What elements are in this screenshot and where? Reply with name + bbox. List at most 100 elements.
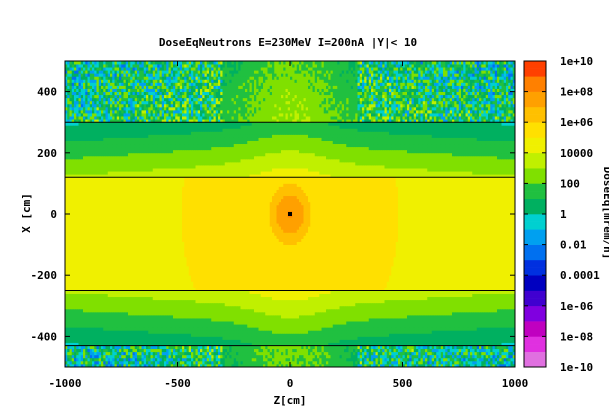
heatmap-cell (326, 345, 329, 350)
heatmap-cell (274, 357, 277, 362)
heatmap-cell (346, 363, 349, 368)
heatmap-cell (170, 360, 174, 365)
heatmap-cell (130, 354, 133, 359)
heatmap-cell (350, 345, 354, 350)
heatmap-cell (76, 354, 79, 359)
heatmap-cell (452, 363, 455, 368)
heatmap-cell (76, 336, 79, 340)
heatmap-cell (195, 351, 199, 356)
heatmap-cell (265, 354, 268, 359)
heatmap-cell (355, 339, 358, 343)
heatmap-cell (398, 351, 401, 356)
heatmap-cell (202, 330, 205, 334)
heatmap-cell (335, 348, 338, 353)
heatmap-cell (427, 357, 430, 362)
heatmap-cell (456, 360, 460, 365)
heatmap-cell (362, 360, 365, 365)
heatmap-cell (418, 339, 421, 343)
heatmap-cell (445, 360, 448, 365)
heatmap-cell (258, 345, 262, 350)
heatmap-cell (290, 360, 293, 365)
heatmap-cell (348, 348, 352, 353)
heatmap-cell (116, 330, 120, 334)
heatmap-cell (328, 339, 331, 343)
heatmap-cell (384, 336, 388, 340)
heatmap-cell (177, 348, 181, 353)
heatmap-cell (121, 351, 124, 356)
heatmap-cell (366, 342, 370, 346)
heatmap-cell (74, 363, 77, 368)
heatmap-cell (497, 345, 500, 350)
heatmap-cell (94, 363, 97, 368)
heatmap-cell (425, 354, 428, 359)
heatmap-cell (375, 360, 379, 365)
heatmap-cell (377, 339, 381, 343)
heatmap-cell (308, 351, 311, 356)
heatmap-cell (330, 342, 334, 346)
heatmap-cell (319, 333, 322, 337)
heatmap-cell (503, 345, 507, 350)
heatmap-cell (449, 348, 453, 353)
heatmap-cell (312, 348, 316, 353)
heatmap-cell (123, 333, 127, 337)
heatmap-cell (101, 348, 104, 353)
heatmap-cell (209, 345, 212, 350)
heatmap-cell (161, 363, 165, 368)
heatmap-cell (321, 333, 325, 337)
heatmap-cell (506, 336, 509, 340)
heatmap-cell (96, 345, 100, 350)
heatmap-cell (380, 348, 383, 353)
heatmap-cell (242, 351, 246, 356)
heatmap-cell (209, 360, 212, 365)
heatmap-cell (74, 351, 77, 356)
heatmap-cell (233, 360, 237, 365)
heatmap-cell (148, 330, 151, 334)
heatmap-cell (422, 345, 426, 350)
heatmap-cell (344, 354, 347, 359)
heatmap-cell (497, 336, 500, 340)
heatmap-cell (357, 342, 361, 346)
heatmap-cell (249, 351, 253, 356)
heatmap-cell (346, 339, 349, 343)
heatmap-cell (155, 330, 158, 334)
heatmap-cell (366, 339, 370, 343)
heatmap-cell (85, 354, 88, 359)
heatmap-cell (285, 345, 289, 350)
heatmap-cell (269, 360, 273, 365)
heatmap-cell (375, 333, 379, 337)
heatmap-cell (472, 333, 475, 337)
heatmap-cell (175, 342, 178, 346)
heatmap-cell (148, 354, 151, 359)
heatmap-cell (150, 357, 154, 362)
heatmap-cell (114, 363, 118, 368)
heatmap-cell (512, 351, 516, 356)
heatmap-cell (227, 360, 230, 365)
heatmap-cell (355, 351, 358, 356)
heatmap-cell (434, 354, 437, 359)
heatmap-cell (240, 339, 244, 343)
heatmap-cell (269, 348, 273, 353)
heatmap-cell (260, 360, 264, 365)
heatmap-cell (474, 354, 478, 359)
heatmap-cell (202, 342, 205, 346)
heatmap-cell (85, 339, 88, 343)
heatmap-cell (303, 336, 307, 340)
heatmap-cell (101, 333, 104, 337)
heatmap-cell (508, 360, 511, 365)
heatmap-cell (107, 348, 111, 353)
heatmap-cell (76, 363, 79, 368)
heatmap-cell (337, 357, 340, 362)
heatmap-cell (103, 342, 106, 346)
heatmap-cell (499, 339, 502, 343)
heatmap-cell (258, 354, 262, 359)
heatmap-cell (245, 345, 248, 350)
heatmap-cell (332, 354, 336, 359)
heatmap-cell (173, 351, 176, 356)
heatmap-cell (368, 336, 372, 340)
heatmap-cell (251, 339, 255, 343)
heatmap-cell (499, 348, 502, 353)
heatmap-cell (292, 345, 295, 350)
heatmap-cell (98, 348, 102, 353)
heatmap-cell (260, 336, 264, 340)
heatmap-cell (83, 330, 86, 334)
